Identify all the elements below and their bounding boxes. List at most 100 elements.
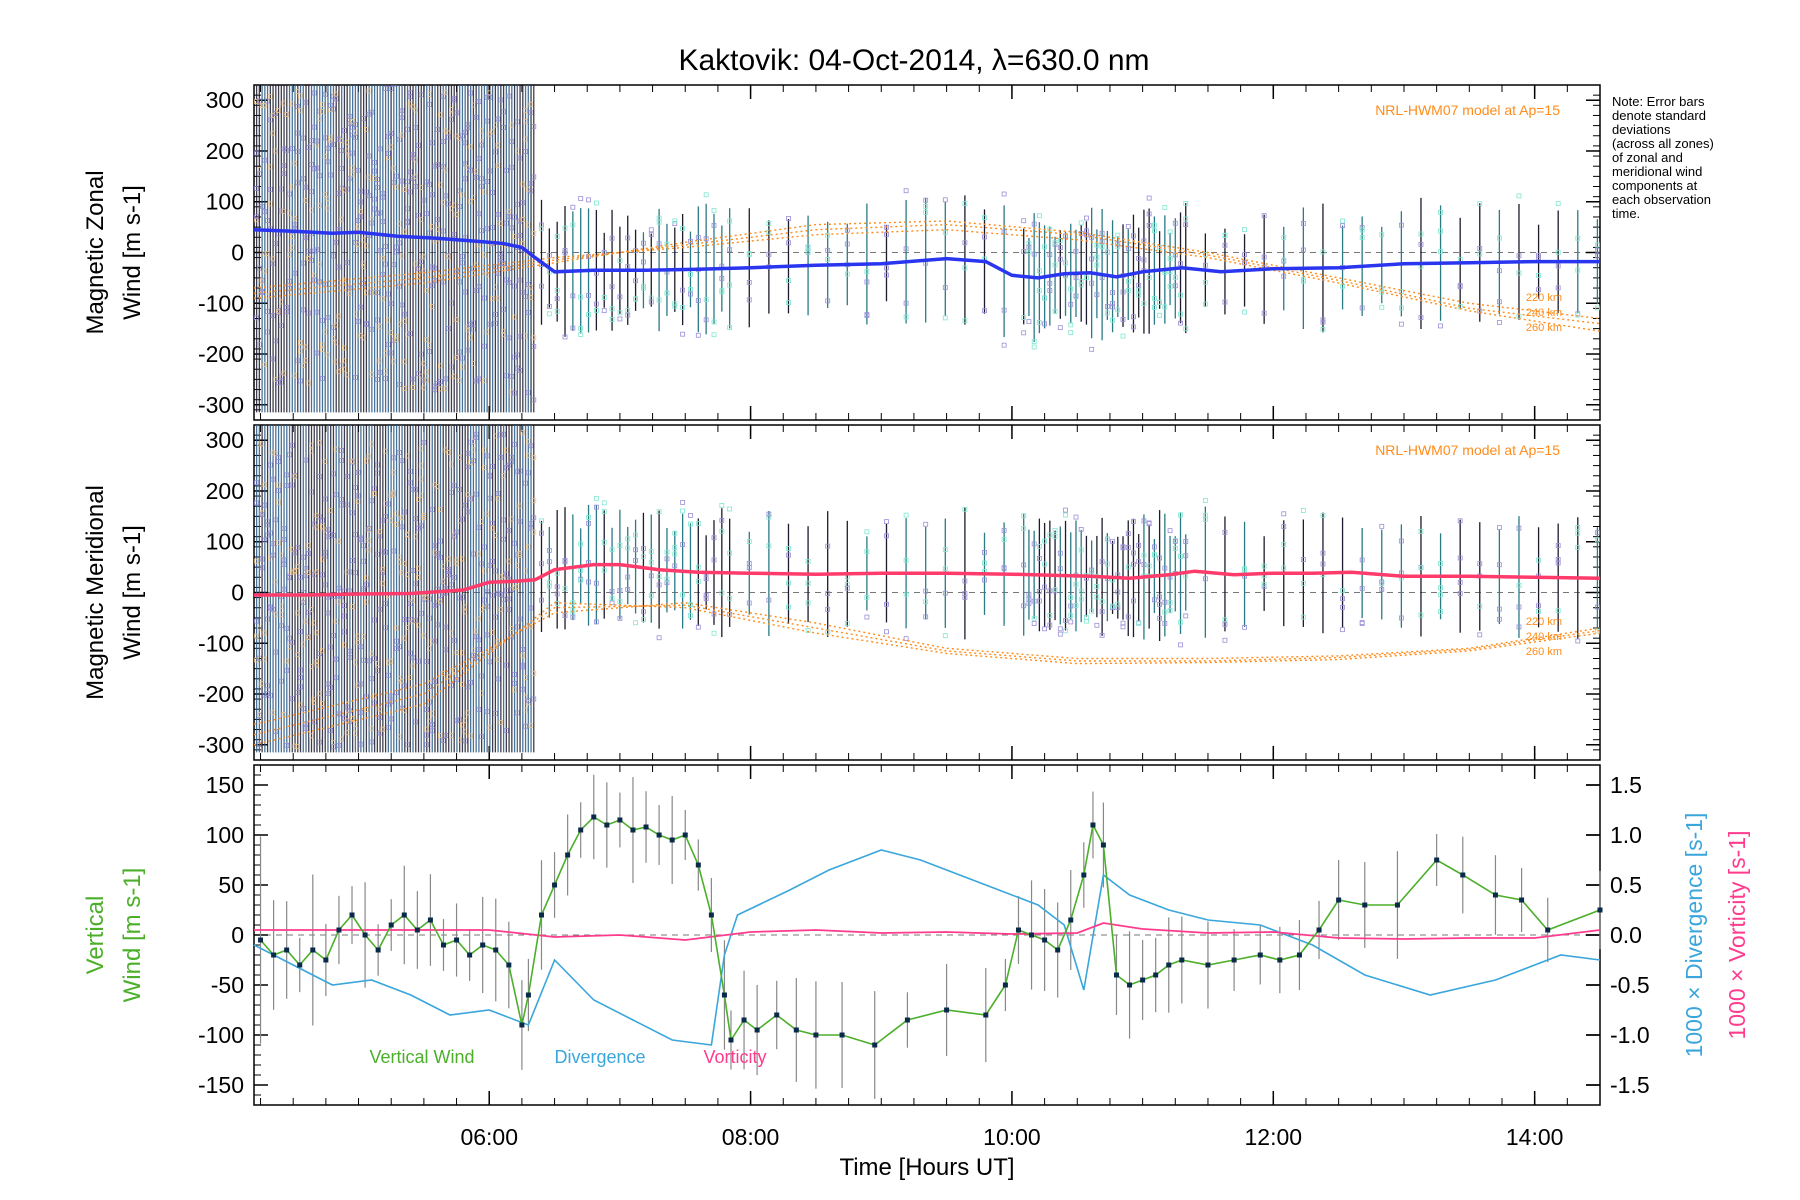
zone-wind-point [309, 138, 314, 143]
zone-wind-point [562, 613, 568, 619]
vertical-wind-point [617, 817, 623, 823]
zone-wind-point [711, 319, 717, 325]
zone-wind-point [385, 501, 391, 507]
vertical-wind-point [258, 937, 264, 943]
zone-wind-point [344, 186, 350, 192]
zone-wind-point [1078, 588, 1084, 594]
zone-wind-point [506, 214, 512, 220]
zone-wind-point [1222, 621, 1228, 627]
zone-wind-point [625, 308, 631, 313]
zone-wind-point [554, 584, 560, 590]
zone-wind-point [1157, 615, 1163, 621]
zone-wind-point [355, 469, 361, 475]
zone-wind-point [942, 547, 948, 552]
zone-wind-point [366, 538, 372, 544]
zone-wind-point [399, 458, 405, 464]
zone-wind-point [844, 585, 850, 591]
zone-wind-point [465, 464, 471, 470]
zone-wind-point [303, 457, 309, 463]
zone-wind-point [487, 562, 493, 568]
zone-wind-point [1183, 326, 1189, 332]
zone-wind-point [471, 361, 476, 366]
zone-wind-point [342, 187, 347, 193]
zone-wind-point [377, 146, 383, 152]
zone-wind-point [273, 579, 279, 585]
zone-wind-point [311, 90, 317, 96]
zone-wind-point [1496, 235, 1502, 241]
zone-wind-point [1477, 603, 1483, 609]
zone-wind-point [617, 599, 623, 605]
zone-wind-point [270, 541, 276, 546]
zone-wind-point [528, 181, 534, 186]
vertical-wind-point [493, 947, 499, 953]
zone-wind-point [309, 258, 314, 263]
zone-wind-point [546, 580, 552, 586]
vertical-wind-point [454, 937, 460, 943]
zone-wind-point [1555, 263, 1561, 269]
zone-wind-point [520, 217, 526, 222]
zone-wind-point [1340, 588, 1345, 594]
zone-wind-point [982, 550, 987, 555]
zone-wind-point [1031, 541, 1037, 547]
zone-wind-point [546, 252, 552, 258]
zone-wind-point [1125, 224, 1131, 229]
zone-wind-point [388, 658, 394, 664]
zone-wind-point [1089, 280, 1095, 286]
zone-wind-point [495, 163, 501, 169]
zone-wind-point [468, 496, 474, 502]
zone-wind-point [440, 671, 446, 676]
zone-wind-point [1094, 292, 1100, 298]
zone-wind-point [942, 566, 948, 572]
zone-wind-point [1115, 241, 1121, 247]
vertical-wind-point [1055, 947, 1061, 953]
zone-wind-point [416, 622, 421, 628]
zone-wind-point [432, 278, 438, 283]
zone-wind-point [703, 317, 709, 323]
zone-wind-point [363, 599, 369, 605]
zone-wind-point [719, 590, 725, 596]
zone-wind-point [1418, 565, 1424, 571]
zone-wind-point [746, 252, 752, 257]
vertical-wind-point [310, 947, 316, 953]
zone-wind-point [586, 312, 591, 318]
zone-wind-point [1078, 220, 1084, 226]
zone-wind-point [298, 378, 303, 384]
zone-wind-point [1068, 619, 1074, 625]
zone-wind-point [1398, 538, 1404, 544]
zone-wind-point [369, 441, 375, 447]
zone-wind-point [402, 616, 408, 622]
zone-wind-point [711, 332, 717, 338]
zone-wind-point [1516, 253, 1522, 259]
zone-wind-point [361, 586, 367, 592]
model-label: NRL-HWM07 model at Ap=15 [1375, 442, 1560, 458]
y-axis-label: Magnetic Zonal [82, 170, 109, 334]
zone-wind-point [586, 520, 591, 526]
zone-wind-point [503, 277, 509, 283]
zone-wind-point [495, 116, 501, 122]
zone-wind-point [438, 363, 443, 369]
zone-wind-point [336, 585, 342, 591]
zone-wind-point [531, 231, 537, 236]
zone-wind-point [454, 269, 460, 275]
zone-wind-point [501, 125, 506, 130]
zone-wind-point [292, 270, 298, 276]
zone-wind-point [361, 264, 367, 269]
vertical-wind-point [388, 922, 394, 928]
zone-wind-point [391, 358, 397, 364]
zone-wind-point [284, 147, 290, 153]
zone-wind-point [479, 519, 485, 524]
zone-wind-point [429, 192, 435, 198]
zone-wind-point [380, 569, 386, 575]
zone-wind-point [1078, 596, 1084, 602]
zone-wind-point [284, 743, 290, 748]
zone-wind-point [254, 150, 260, 156]
zone-wind-point [309, 489, 314, 495]
zone-wind-point [664, 549, 670, 555]
zone-wind-point [517, 552, 523, 558]
zone-wind-point [427, 349, 432, 354]
model-altitude-label: 220 km [1526, 292, 1562, 304]
zone-wind-point [265, 522, 270, 528]
zone-wind-point [531, 397, 537, 403]
zone-wind-point [270, 450, 276, 456]
zone-wind-point [363, 582, 369, 588]
